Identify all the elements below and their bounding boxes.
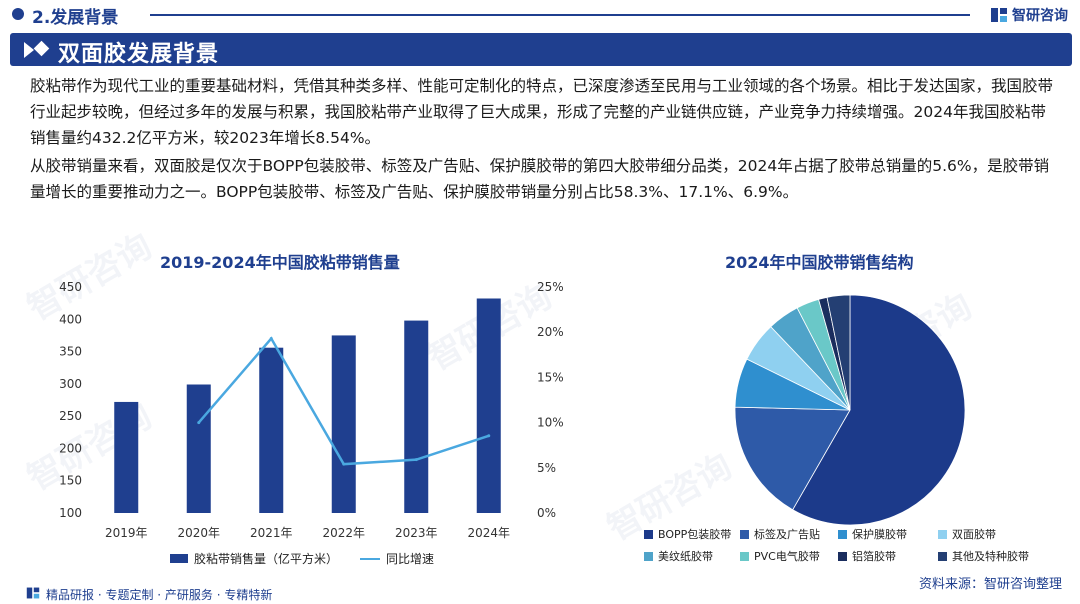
y2-tick-label: 10% (537, 416, 564, 430)
banner-diamond-icon (33, 40, 50, 57)
y2-tick-label: 15% (537, 370, 564, 384)
brand-logo-icon (990, 6, 1008, 24)
legend-bar-label: 胶粘带销售量（亿平方米） (194, 552, 339, 566)
y2-tick-label: 20% (537, 325, 564, 339)
legend-item-bar: 胶粘带销售量（亿平方米） (170, 550, 338, 567)
y-tick-label: 400 (59, 312, 82, 326)
growth-point (414, 458, 418, 462)
legend-swatch (938, 529, 947, 539)
y-tick-label: 150 (59, 474, 82, 488)
pie-legend: BOPP包装胶带 标签及广告贴 保护膜胶带 双面胶带美纹纸胶带 PVC电气胶带 铝箔胶带 其… (644, 526, 1064, 566)
y-tick-label: 100 (59, 506, 82, 520)
y-tick-label: 350 (59, 345, 82, 359)
pie-slice (734, 406, 851, 511)
growth-point (487, 434, 491, 438)
footer-logo-icon (26, 586, 40, 603)
legend-label: 保护膜胶带 (852, 528, 907, 541)
legend-label: 铝箔胶带 (852, 550, 896, 563)
x-tick-label: 2021年 (250, 526, 293, 540)
legend-label: 双面胶带 (952, 528, 996, 541)
legend-swatch (838, 551, 847, 561)
legend-swatch (740, 529, 749, 539)
banner-chevron-icon (24, 42, 34, 58)
y2-tick-label: 5% (537, 461, 556, 475)
intro-paragraph: 胶粘带作为现代工业的重要基础材料，凭借其种类多样、性能可定制化的特点，已深度渗透… (30, 77, 1054, 147)
pie-legend-item: 其他及特种胶带 (938, 548, 1029, 564)
bar (114, 401, 139, 513)
header-rule (150, 14, 970, 16)
brand: 智研咨询 (990, 5, 1068, 25)
pie-slice (826, 294, 851, 411)
legend-swatch (938, 551, 947, 561)
source-note: 资料来源：智研咨询整理 (918, 577, 1062, 592)
legend-label: 美纹纸胶带 (658, 550, 713, 563)
banner-title: 双面胶发展背景 (58, 42, 220, 67)
title-banner: 双面胶发展背景 (10, 33, 1072, 67)
top-bar: 2.发展背景 智研咨询 (0, 0, 1080, 30)
pie-legend-item: PVC电气胶带 (740, 548, 820, 564)
section-bullet-icon (12, 8, 24, 20)
pie-legend-item: 保护膜胶带 (838, 526, 907, 542)
bar (331, 335, 356, 513)
pie-legend-item: 美纹纸胶带 (644, 548, 713, 564)
y2-tick-label: 0% (537, 506, 556, 520)
y-tick-label: 200 (59, 441, 82, 455)
legend-item-line: 同比增速 (360, 550, 434, 567)
legend-swatch (644, 551, 653, 561)
sales-structure-pie (734, 294, 966, 526)
x-tick-label: 2024年 (467, 526, 510, 540)
x-tick-label: 2020年 (177, 526, 220, 540)
footer: 精品研报 · 专题定制 · 产研服务 · 专精特新 资料来源：智研咨询整理 (0, 577, 1080, 604)
pie-legend-item: 双面胶带 (938, 526, 996, 542)
sales-paragraph: 从胶带销量来看，双面胶是仅次于BOPP包装胶带、标签及广告贴、保护膜胶带的第四大… (30, 157, 1050, 201)
y-tick-label: 250 (59, 409, 82, 423)
footer-left: 精品研报 · 专题定制 · 产研服务 · 专精特新 (26, 586, 272, 603)
y-tick-label: 450 (59, 280, 82, 294)
section-title: 2.发展背景 (32, 8, 119, 28)
y2-tick-label: 25% (537, 280, 564, 294)
legend-swatch (644, 529, 653, 539)
pie-legend-item: 铝箔胶带 (838, 548, 896, 564)
growth-point (197, 421, 201, 425)
legend-label: 标签及广告贴 (754, 528, 820, 541)
pie-slice (792, 294, 966, 526)
pie-legend-item: 标签及广告贴 (740, 526, 820, 542)
bar-chart-title: 2019-2024年中国胶粘带销售量 (160, 253, 400, 272)
growth-point (269, 337, 273, 341)
sales-combo-chart: 100 150 200 250 300 350 400 450 0% 5% 10% 15% 20% 25%… (59, 280, 564, 540)
bar (404, 320, 429, 513)
x-tick-label: 2023年 (395, 526, 438, 540)
legend-line-swatch (360, 557, 380, 560)
x-tick-label: 2019年 (105, 526, 148, 540)
pie-chart-title: 2024年中国胶带销售结构 (725, 253, 914, 272)
y-tick-label: 300 (59, 377, 82, 391)
legend-label: PVC电气胶带 (754, 550, 820, 563)
brand-name: 智研咨询 (1012, 8, 1068, 24)
bar (259, 347, 284, 513)
growth-point (342, 462, 346, 466)
bar (186, 384, 211, 513)
legend-label: 其他及特种胶带 (952, 550, 1029, 563)
x-tick-label: 2022年 (322, 526, 365, 540)
legend-swatch (838, 529, 847, 539)
legend-swatch (740, 551, 749, 561)
legend-label: BOPP包装胶带 (658, 528, 732, 541)
bar (476, 298, 501, 513)
pie-legend-item: BOPP包装胶带 (644, 526, 731, 542)
legend-line-label: 同比增速 (386, 552, 435, 566)
legend-bar-swatch (170, 554, 188, 563)
footer-slogan: 精品研报 · 专题定制 · 产研服务 · 专精特新 (46, 588, 273, 602)
